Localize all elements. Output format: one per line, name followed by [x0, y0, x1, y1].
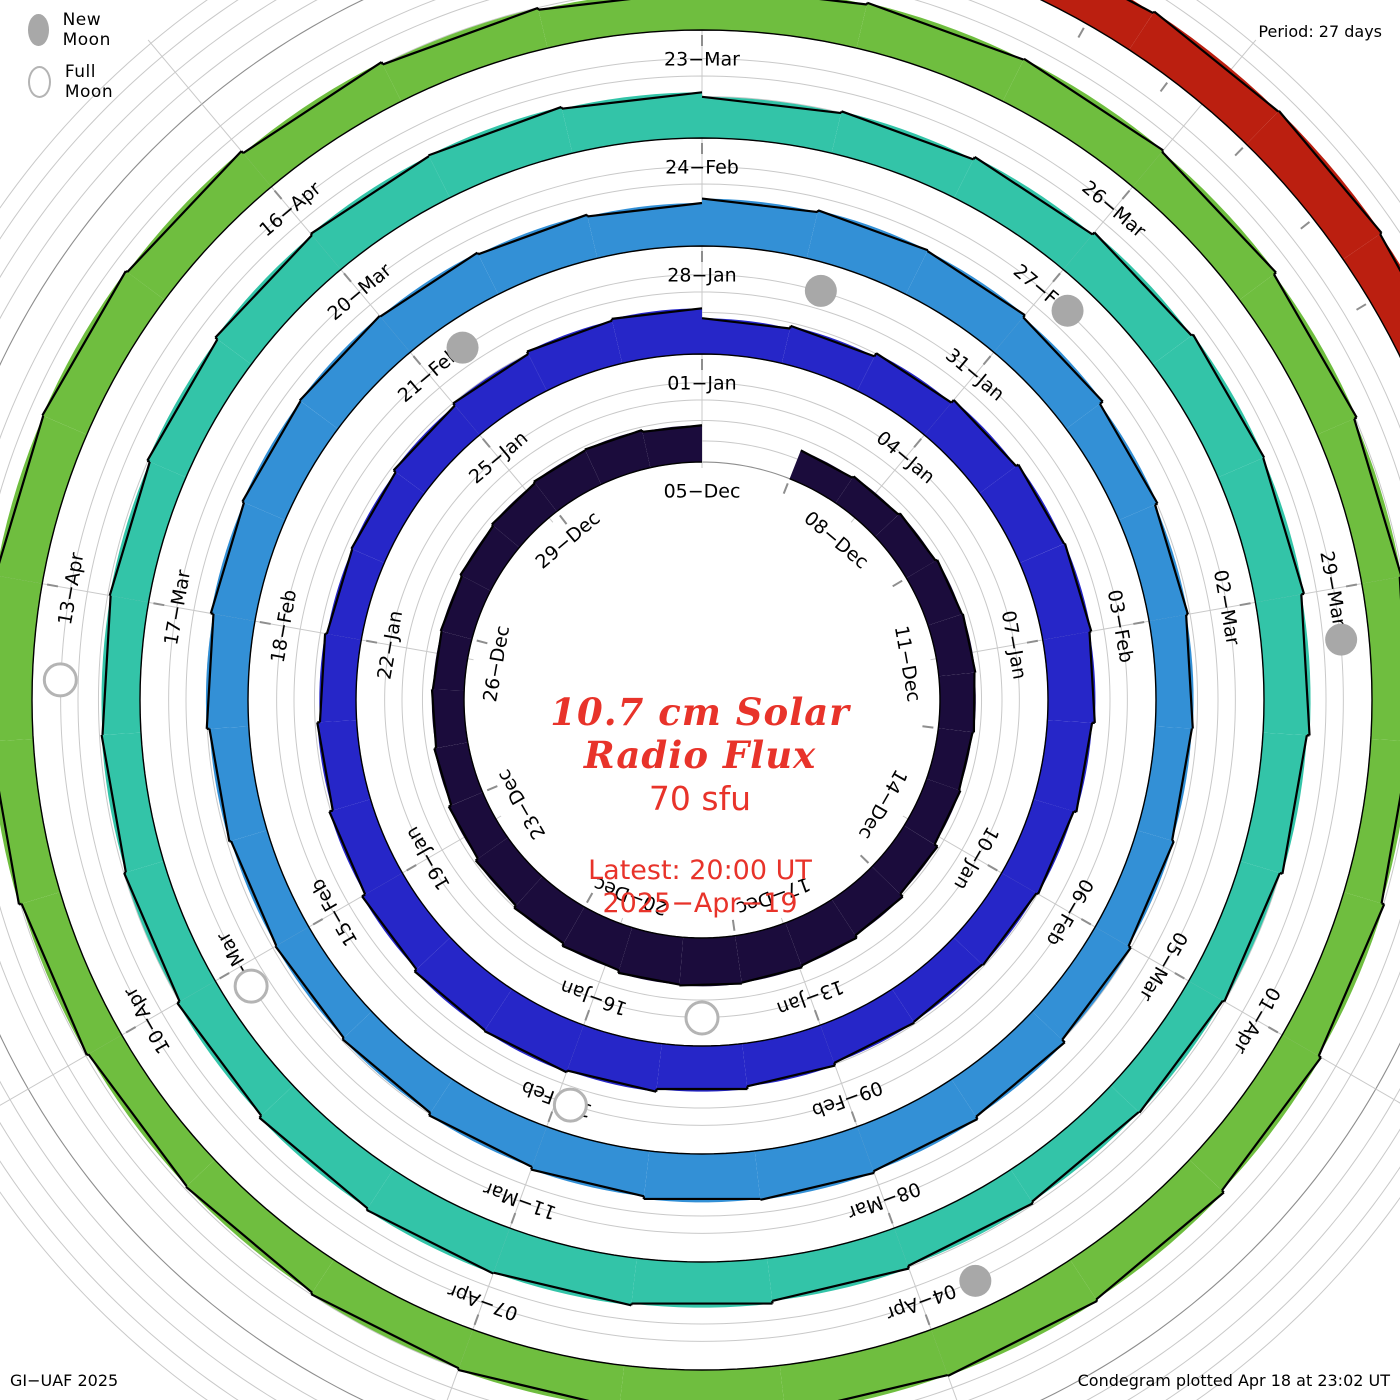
- legend-full-moon-label: Full Moon: [64, 62, 114, 102]
- full-moon-icon: [233, 968, 269, 1004]
- ring-date-label: 22−Jan: [373, 609, 407, 681]
- full-moon-icon: [684, 1000, 720, 1036]
- ring-date-label: 24−Feb: [665, 157, 739, 179]
- latest-date: 2025−Apr−19: [602, 888, 798, 919]
- ring-date-label: 07−Apr: [445, 1279, 521, 1325]
- new-moon-icon: [28, 14, 49, 46]
- ring-date-label: 16−Jan: [557, 975, 630, 1019]
- current-flux-value: 70 sfu: [648, 779, 752, 818]
- new-moon-icon: [1325, 623, 1358, 656]
- ring-date-label: 08−Mar: [845, 1177, 924, 1224]
- ring-date-label: 07−Jan: [997, 609, 1031, 681]
- ring-date-label: 23−Mar: [664, 49, 740, 71]
- new-moon-icon: [804, 274, 837, 307]
- legend-full-moon: Full Moon: [28, 62, 122, 102]
- ring-date-label: 03−Feb: [1103, 588, 1137, 664]
- chart-title-line-2: Radio Flux: [583, 733, 817, 777]
- ring-date-label: 11−Mar: [480, 1177, 559, 1224]
- ring-date-label: 01−Jan: [667, 373, 736, 395]
- ring-date-label: 04−Apr: [883, 1279, 959, 1325]
- new-moon-icon: [959, 1264, 992, 1297]
- chart-title-line-1: 10.7 cm Solar: [550, 690, 850, 734]
- full-moon-icon: [552, 1087, 588, 1123]
- legend-new-moon-label: New Moon: [62, 10, 111, 50]
- condegram-ring: [100, 91, 1311, 1308]
- ring-date-label: 28−Jan: [667, 265, 736, 287]
- moon-markers: [42, 274, 1358, 1297]
- condegram-ring: [316, 307, 1096, 1093]
- new-moon-icon: [446, 331, 479, 364]
- copyright-footer: GI−UAF 2025: [10, 1371, 119, 1390]
- ring-date-label: 05−Dec: [664, 481, 741, 503]
- period-label: Period: 27 days: [1258, 22, 1382, 41]
- full-moon-icon: [28, 66, 51, 98]
- condegram-ring: [1039, 0, 1400, 359]
- latest-time: Latest: 20:00 UT: [588, 855, 812, 886]
- new-moon-icon: [1051, 294, 1084, 327]
- legend-new-moon: New Moon: [28, 10, 122, 50]
- plot-timestamp-footer: Condegram plotted Apr 18 at 23:02 UT: [1077, 1371, 1390, 1390]
- ring-date-label: 18−Feb: [267, 588, 301, 664]
- condegram-ring: [430, 424, 977, 987]
- ring-date-label: 13−Jan: [774, 975, 847, 1019]
- full-moon-icon: [42, 662, 78, 698]
- ring-date-label: 13−Apr: [54, 551, 88, 627]
- ring-date-label: 09−Feb: [809, 1076, 886, 1122]
- condegram-ring: [205, 197, 1194, 1203]
